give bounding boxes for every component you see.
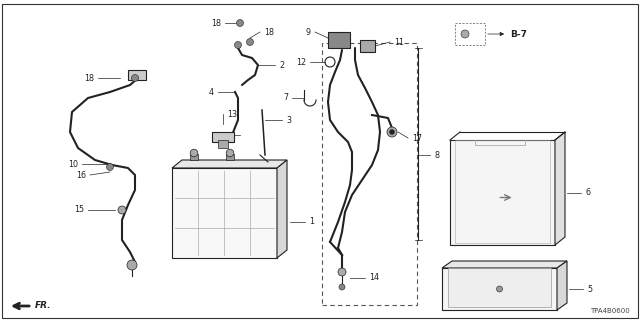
Bar	[360, 40, 375, 52]
Circle shape	[131, 75, 138, 82]
Circle shape	[387, 127, 397, 137]
Text: 3: 3	[286, 116, 291, 124]
Circle shape	[234, 42, 241, 49]
Text: 8: 8	[434, 150, 439, 159]
Circle shape	[190, 149, 198, 157]
Text: 18: 18	[211, 19, 221, 28]
Circle shape	[118, 206, 126, 214]
Circle shape	[339, 284, 345, 290]
Bar	[128, 70, 146, 80]
Bar	[226, 154, 234, 160]
Text: 18: 18	[264, 28, 274, 36]
Bar	[448, 268, 551, 307]
Polygon shape	[277, 160, 287, 258]
Text: 1: 1	[309, 218, 314, 227]
Text: 17: 17	[412, 133, 422, 142]
Text: 14: 14	[369, 274, 379, 283]
Circle shape	[237, 20, 243, 27]
Text: B-7: B-7	[510, 29, 527, 38]
Bar	[442, 268, 557, 310]
Bar	[212, 132, 234, 142]
Text: 2: 2	[279, 60, 284, 69]
Circle shape	[106, 164, 113, 171]
Bar	[218, 140, 228, 148]
Text: 11: 11	[394, 37, 404, 46]
Bar	[455, 23, 485, 45]
Circle shape	[338, 268, 346, 276]
Text: 16: 16	[76, 171, 86, 180]
Text: 9: 9	[306, 28, 311, 36]
Bar	[328, 32, 350, 48]
Bar	[190, 154, 198, 160]
Circle shape	[390, 130, 394, 134]
Bar	[322, 43, 417, 305]
Text: 13: 13	[227, 109, 237, 118]
Polygon shape	[557, 261, 567, 310]
Circle shape	[246, 38, 253, 45]
Text: TPA4B0600: TPA4B0600	[590, 308, 630, 314]
Text: 4: 4	[209, 87, 214, 97]
Bar	[450, 140, 555, 245]
Text: 10: 10	[68, 159, 78, 169]
Bar	[172, 168, 277, 258]
Text: 15: 15	[74, 205, 84, 214]
Circle shape	[497, 286, 502, 292]
Polygon shape	[555, 132, 565, 245]
Text: 7: 7	[283, 93, 288, 102]
Text: 12: 12	[296, 58, 306, 67]
Bar	[455, 140, 550, 243]
Text: 18: 18	[84, 74, 94, 83]
Circle shape	[127, 260, 137, 270]
Text: FR.: FR.	[35, 301, 51, 310]
Text: 5: 5	[587, 284, 592, 293]
Polygon shape	[172, 160, 287, 168]
Polygon shape	[442, 261, 567, 268]
Circle shape	[226, 149, 234, 157]
Circle shape	[461, 30, 469, 38]
Text: 6: 6	[585, 188, 590, 197]
